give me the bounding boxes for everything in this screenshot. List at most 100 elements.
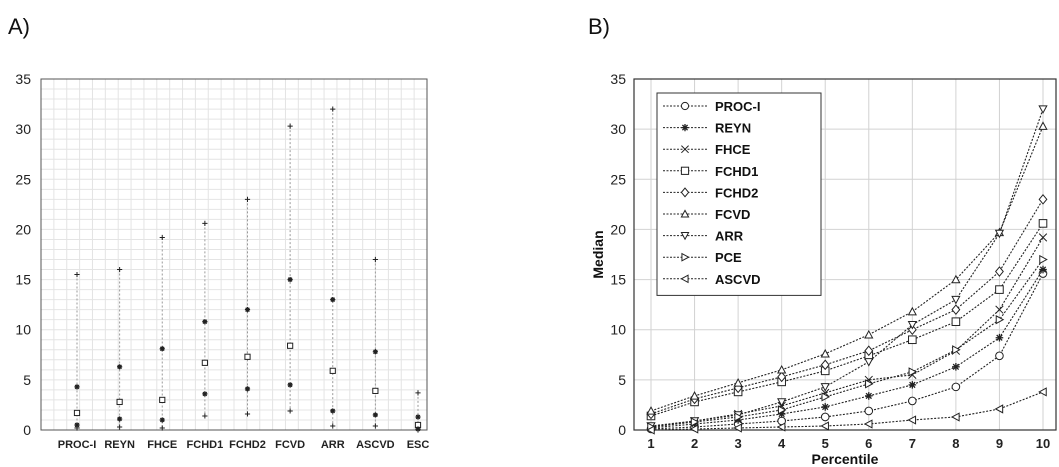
chart-b-legend-marker	[680, 209, 690, 218]
chart-a-point	[117, 416, 123, 422]
chart-b-ytick-label: 30	[610, 121, 626, 137]
chart-a-point	[74, 425, 80, 431]
chart-b-point	[952, 363, 960, 371]
chart-b-point	[908, 396, 917, 406]
chart-b-legend-entry: ASCVD	[663, 272, 761, 287]
chart-b-series-line	[650, 237, 1044, 428]
chart-a-point	[202, 319, 208, 325]
chart-b-point	[907, 306, 917, 316]
chart-b-point	[777, 405, 787, 415]
chart-a-point	[372, 256, 378, 263]
chart-a-xtick-label: FHCE	[147, 439, 177, 451]
chart-b-ytick-label: 10	[610, 322, 626, 338]
chart-a-xtick-label: FCVD	[275, 439, 305, 451]
chart-b-legend-entry: REYN	[663, 121, 751, 136]
chart-a-point	[159, 346, 165, 352]
chart-b-legend-entry: FCVD	[663, 207, 750, 222]
chart-b-point	[863, 419, 873, 429]
chart-a-point	[117, 364, 123, 370]
chart-b-point	[864, 406, 874, 416]
panel-b-label: B)	[588, 14, 610, 39]
chart-b-legend-marker	[681, 252, 690, 262]
chart-a-xtick-label: FCHD2	[229, 439, 266, 451]
chart-a: 0 5 10 15 20 25 30 35 PROC-I REYN FHCE FCHD1 FCHD2 FC…	[15, 71, 429, 451]
chart-b-ytick-label: 35	[610, 71, 626, 87]
chart-b-point	[951, 304, 961, 315]
chart-a-point	[415, 414, 421, 420]
chart-a-point	[330, 423, 336, 429]
chart-b-frame	[633, 78, 1057, 431]
chart-a-point	[329, 367, 336, 374]
chart-b-point	[951, 274, 961, 284]
chart-b-point	[777, 364, 787, 374]
chart-a-point	[202, 391, 208, 397]
chart-a-point	[159, 425, 165, 431]
chart-a-point	[287, 382, 293, 388]
chart-b-point	[820, 348, 830, 358]
chart-b-series-pce	[647, 254, 1048, 432]
chart-b-xtick-label: 8	[952, 436, 959, 451]
chart-b-xtick-label: 4	[778, 436, 786, 451]
chart-b-series-line	[650, 223, 1044, 417]
chart-b-point	[995, 315, 1005, 325]
chart-b-point	[951, 295, 961, 305]
chart-b-point	[951, 317, 961, 326]
chart-b-point	[689, 424, 699, 434]
chart-b-legend-marker	[680, 101, 690, 111]
chart-a-ytick-label: 0	[23, 422, 31, 438]
chart-b-series-arr	[646, 105, 1048, 431]
chart-a-xtick-label: REYN	[104, 439, 135, 451]
chart-b-ytick-label: 5	[618, 372, 626, 388]
chart-a-xtick-label: ESC	[407, 439, 430, 451]
chart-b-point	[820, 359, 830, 371]
chart-a-point	[372, 423, 378, 429]
chart-b-ytick-label: 25	[610, 171, 626, 187]
chart-b-point	[1038, 233, 1048, 242]
chart-a-point	[287, 276, 293, 283]
chart-b-series-line	[650, 199, 1044, 415]
chart-b-point	[995, 351, 1004, 361]
chart-b-point	[646, 425, 655, 435]
chart-a-point	[372, 349, 378, 355]
chart-a-point	[372, 387, 379, 394]
chart-a-ytick-label: 25	[15, 171, 31, 187]
chart-b-ytick-label: 15	[610, 272, 626, 288]
chart-b-point	[821, 403, 830, 411]
chart-a-point	[74, 384, 80, 390]
chart-a-xtick-label: ASCVD	[356, 439, 395, 451]
chart-b-legend: PROC-I REYN FHCE FCHD1 FCHD2 FCVD ARR PCE ASCVD	[656, 92, 822, 296]
chart-b-legend-label: PROC-I	[715, 99, 761, 114]
chart-a-point	[159, 417, 165, 423]
chart-b-legend-label: FCHD1	[715, 164, 758, 179]
chart-b-legend-marker	[680, 274, 689, 284]
chart-a-ytick-label: 15	[15, 272, 31, 288]
chart-a-ytick-label: 30	[15, 121, 31, 137]
chart-b-point	[908, 367, 918, 377]
chart-b-point	[734, 416, 742, 424]
chart-b-xtick-label: 3	[734, 436, 741, 451]
chart-b-point	[1038, 387, 1047, 397]
chart-b-legend-label: FCVD	[715, 207, 750, 222]
chart-b-legend-marker	[681, 124, 689, 132]
chart-a-point	[330, 408, 336, 414]
chart-b-legend-entry: FCHD1	[663, 164, 758, 179]
chart-b-xtick-label: 2	[691, 436, 698, 451]
chart-a-xtick-label: FCHD1	[187, 439, 224, 451]
chart-b-point	[865, 379, 874, 389]
chart-a-ytick-label: 10	[15, 322, 31, 338]
chart-b-point	[689, 391, 700, 400]
chart-a-point	[415, 390, 421, 396]
chart-a-point	[117, 266, 123, 273]
chart-b-legend-marker	[680, 166, 690, 175]
chart-b-legend-marker	[680, 232, 690, 241]
chart-b-legend-entry: FCHD2	[663, 185, 758, 200]
chart-a-frame	[40, 78, 428, 431]
chart-b-point	[908, 381, 917, 389]
chart-b-series-line	[650, 391, 1044, 431]
chart-b-xlabel: Percentile	[812, 451, 879, 467]
chart-b-legend-marker	[680, 187, 690, 198]
chart-b-point	[776, 422, 786, 432]
chart-a-point	[116, 398, 123, 406]
chart-b-legend-label: PCE	[715, 250, 742, 265]
chart-b-point	[864, 329, 874, 339]
